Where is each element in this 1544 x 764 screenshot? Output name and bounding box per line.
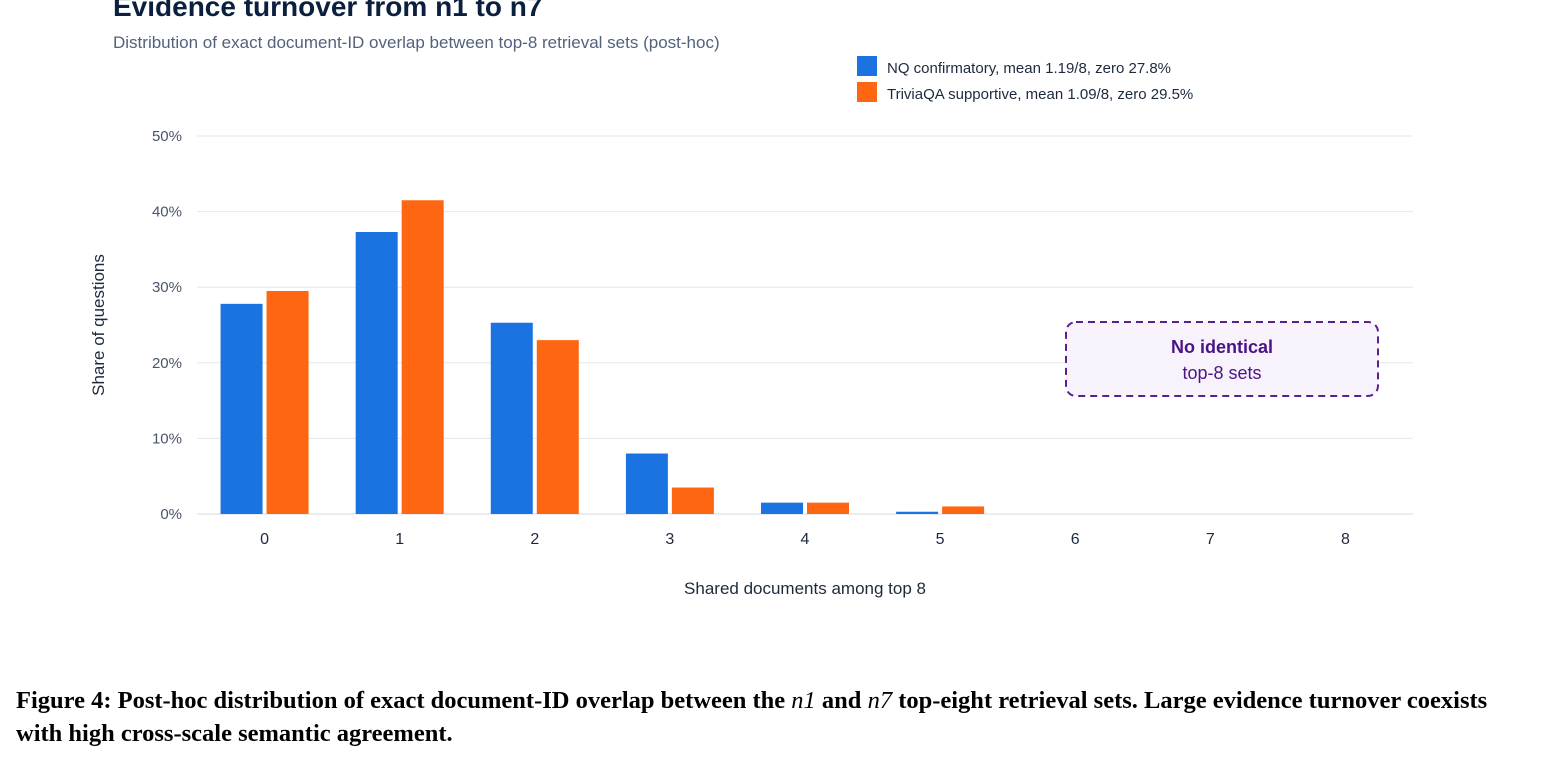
chart-title: Evidence turnover from n1 to n7 bbox=[113, 0, 542, 22]
caption-middle: and bbox=[815, 687, 868, 714]
y-axis-ticks: 0% 10% 20% 30% 40% 50% bbox=[152, 128, 182, 523]
bar-triviaqa bbox=[671, 487, 714, 514]
caption-prefix: Figure 4: Post-hoc distribution of exact… bbox=[16, 687, 792, 714]
bar-nq bbox=[490, 322, 533, 514]
x-axis-label: Shared documents among top 8 bbox=[684, 579, 926, 598]
y-tick-label: 10% bbox=[152, 430, 182, 447]
x-tick-label: 0 bbox=[260, 531, 269, 548]
caption-suffix: top-eight retrieval sets. Large evidence… bbox=[16, 687, 1488, 747]
y-axis-label: Share of questions bbox=[89, 254, 108, 396]
y-tick-label: 20% bbox=[152, 355, 182, 372]
x-tick-label: 6 bbox=[1071, 531, 1080, 548]
y-tick-label: 50% bbox=[152, 128, 182, 145]
annotation-frame bbox=[1065, 321, 1379, 397]
caption-var-n7: n7 bbox=[867, 687, 893, 714]
legend-swatch-nq bbox=[857, 56, 877, 76]
x-tick-label: 2 bbox=[530, 531, 539, 548]
bar-triviaqa bbox=[807, 502, 849, 514]
gridlines bbox=[197, 135, 1413, 515]
bar-nq bbox=[220, 303, 263, 514]
bar-triviaqa bbox=[266, 290, 309, 514]
bar-triviaqa bbox=[536, 340, 579, 514]
bar-triviaqa bbox=[401, 200, 444, 514]
bar-nq bbox=[355, 232, 398, 514]
x-tick-label: 3 bbox=[665, 531, 674, 548]
bar-nq bbox=[761, 502, 803, 514]
annotation-line-1: No identical bbox=[1171, 337, 1273, 357]
annotation-line-2: top-8 sets bbox=[1182, 363, 1261, 383]
caption-var-n1: n1 bbox=[791, 687, 816, 714]
y-tick-label: 40% bbox=[152, 204, 182, 221]
legend-label-triviaqa: TriviaQA supportive, mean 1.09/8, zero 2… bbox=[887, 86, 1193, 103]
x-tick-label: 5 bbox=[936, 531, 945, 548]
x-tick-label: 7 bbox=[1206, 531, 1215, 548]
legend-swatch-triviaqa bbox=[857, 82, 877, 102]
legend: NQ confirmatory, mean 1.19/8, zero 27.8%… bbox=[857, 56, 1193, 103]
x-axis-ticks: 0 1 2 3 4 5 6 7 8 bbox=[260, 531, 1350, 548]
chart-subtitle: Distribution of exact document-ID overla… bbox=[113, 33, 720, 52]
annotation-box: No identical top-8 sets bbox=[1065, 321, 1379, 397]
y-tick-label: 30% bbox=[152, 279, 182, 296]
x-tick-label: 1 bbox=[395, 531, 404, 548]
figure-caption: Figure 4: Post-hoc distribution of exact… bbox=[16, 684, 1532, 750]
legend-label-nq: NQ confirmatory, mean 1.19/8, zero 27.8% bbox=[887, 60, 1171, 77]
bar-triviaqa bbox=[942, 506, 985, 514]
chart: Evidence turnover from n1 to n7 Distribu… bbox=[89, 0, 1413, 598]
bar-nq bbox=[896, 511, 939, 514]
bars bbox=[220, 200, 985, 514]
y-tick-label: 0% bbox=[160, 506, 182, 523]
bar-nq bbox=[625, 453, 668, 514]
x-tick-label: 4 bbox=[801, 531, 810, 548]
x-tick-label: 8 bbox=[1341, 531, 1350, 548]
